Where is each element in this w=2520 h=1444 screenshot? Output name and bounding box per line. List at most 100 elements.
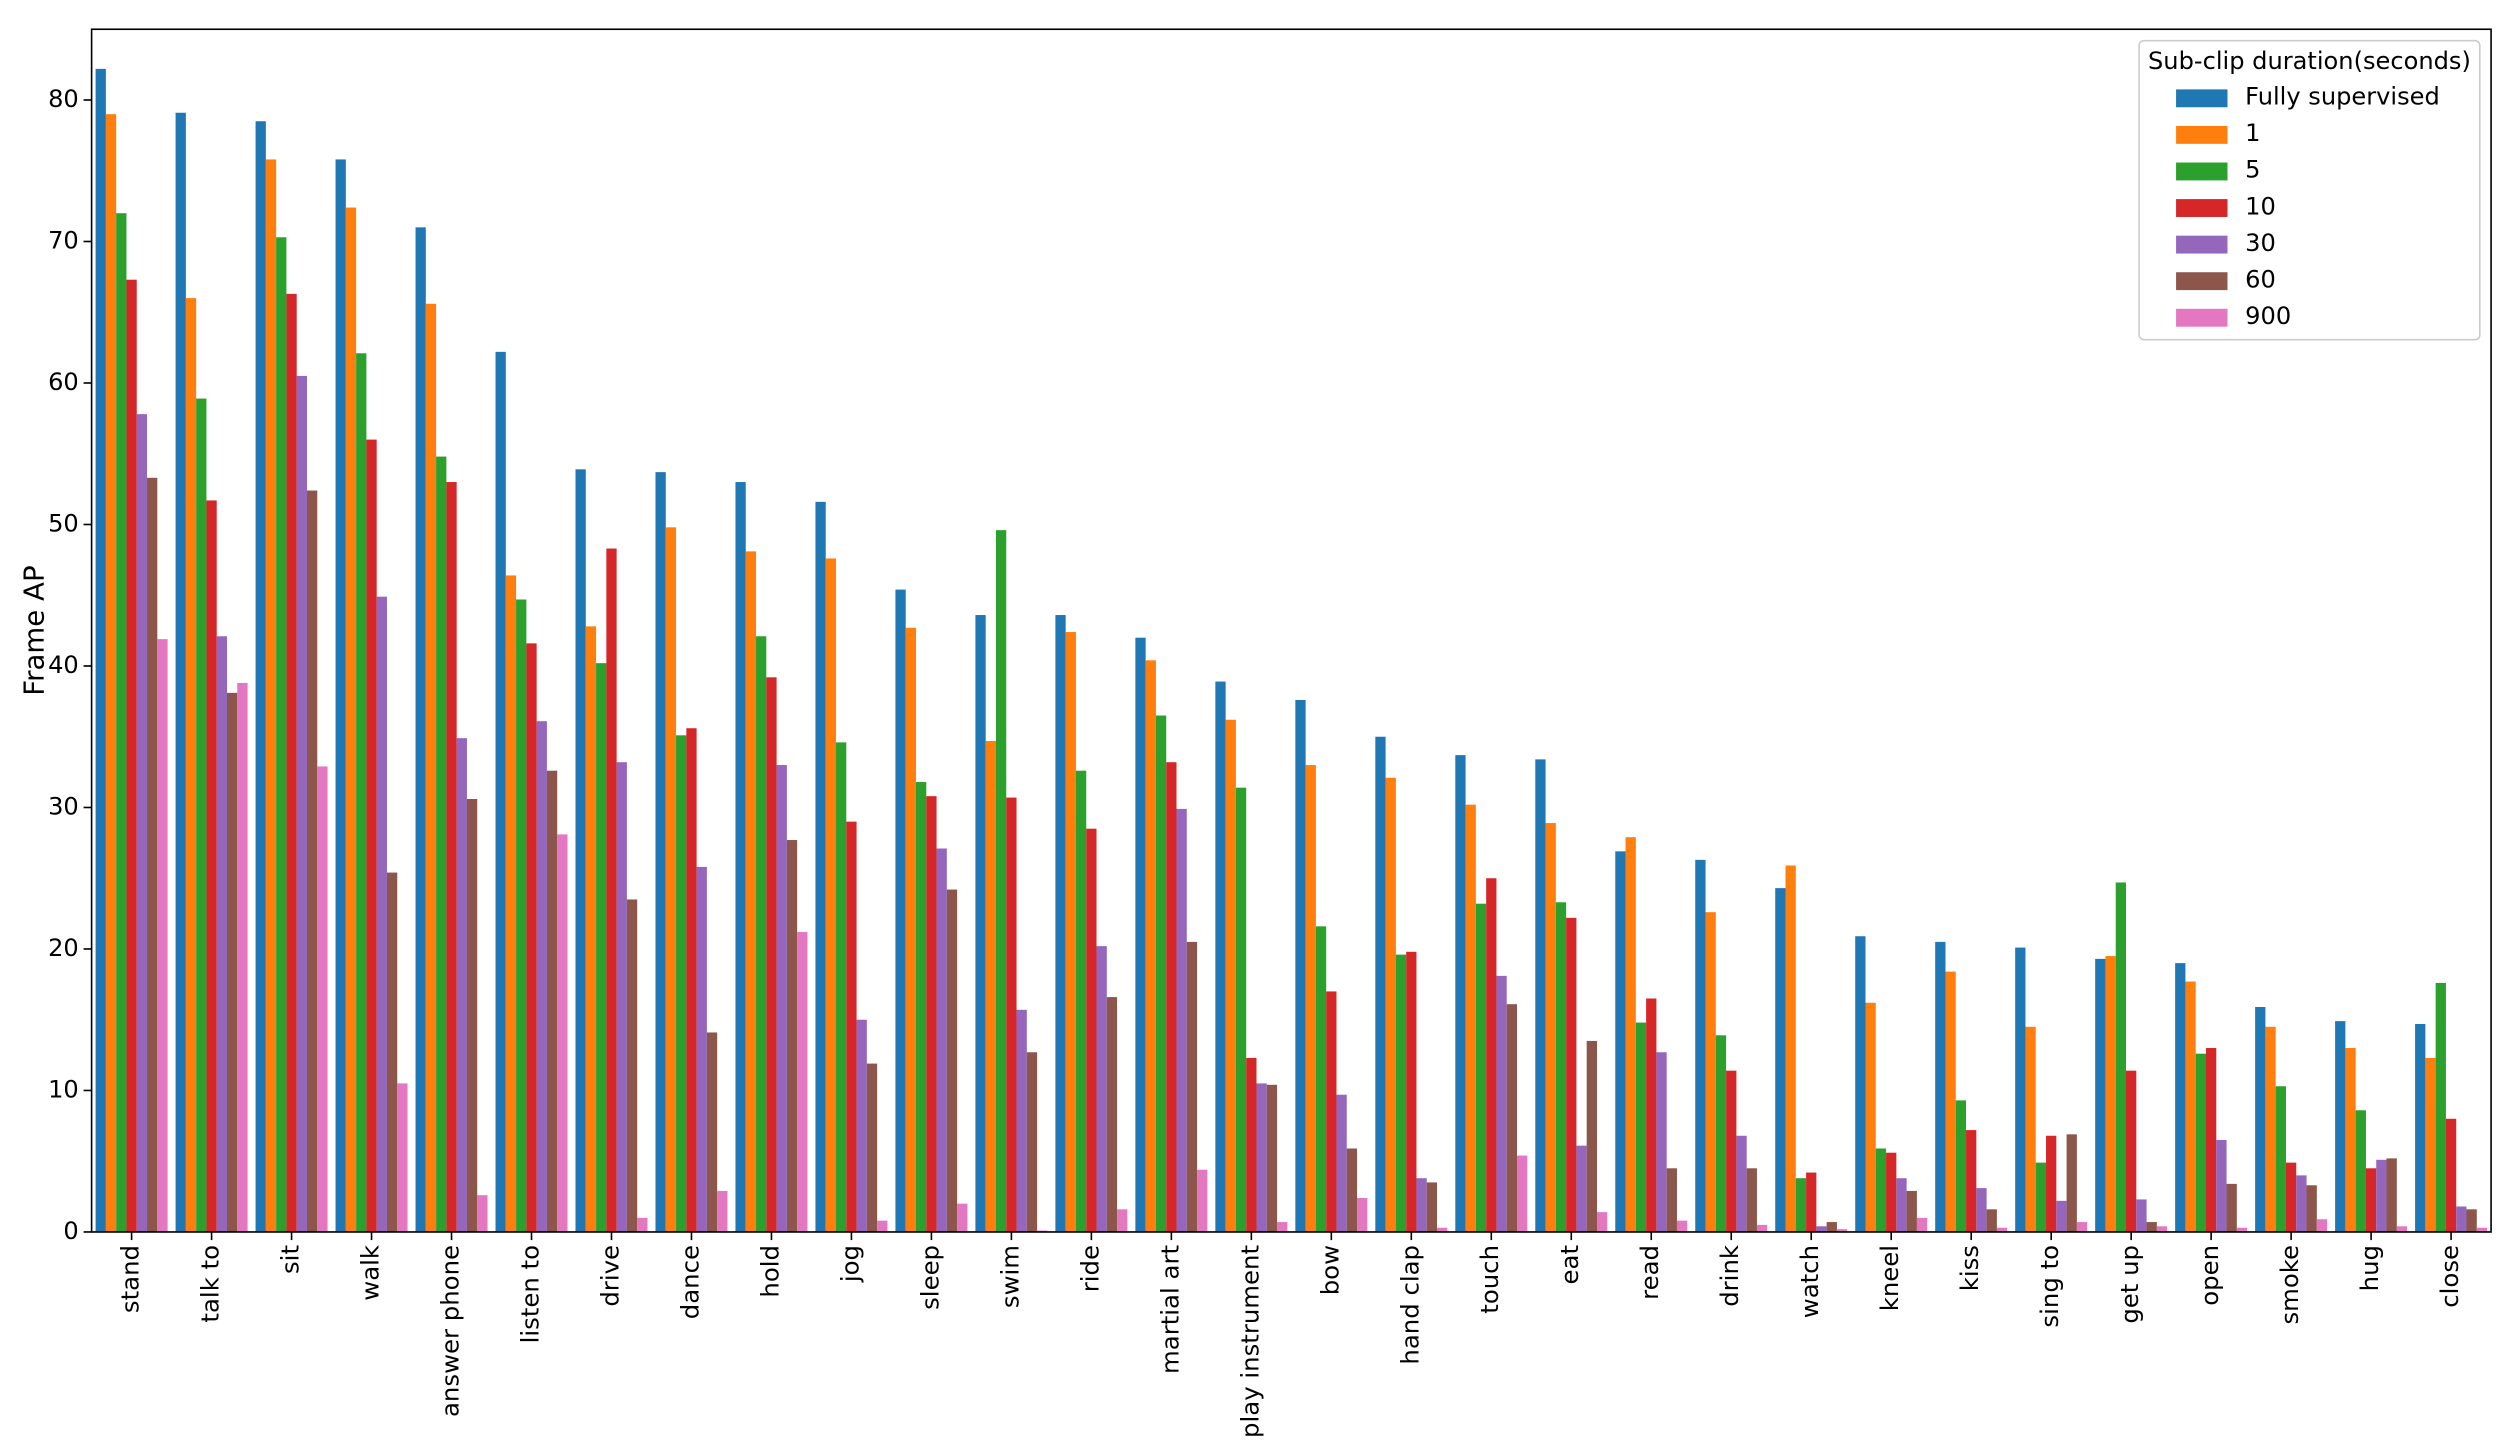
bar [1806, 1172, 1817, 1232]
legend-label: 5 [2245, 155, 2260, 184]
bar [1475, 903, 1487, 1232]
bar [1896, 1178, 1907, 1232]
bar [1086, 828, 1097, 1232]
bar [856, 1019, 867, 1232]
bar [2355, 1110, 2366, 1232]
x-tick-label: hand clap [1395, 1245, 1424, 1365]
bar [1075, 770, 1087, 1232]
bar [985, 740, 996, 1232]
bar [2476, 1227, 2488, 1232]
x-tick-label: hug [2355, 1245, 2384, 1291]
bar [2365, 1168, 2377, 1232]
bar [1586, 1040, 1597, 1232]
bar [477, 1195, 488, 1232]
bar [255, 121, 266, 1232]
bar [2236, 1227, 2248, 1232]
bar [1055, 615, 1066, 1232]
bar [1596, 1212, 1608, 1232]
bar [2136, 1199, 2147, 1232]
bar [126, 279, 137, 1232]
bar [1756, 1224, 1768, 1232]
bar [1145, 660, 1156, 1232]
bar [995, 530, 1007, 1232]
bar [1576, 1145, 1587, 1232]
bar [95, 68, 106, 1232]
x-tick-label: sleep [916, 1245, 945, 1310]
bar [2216, 1139, 2227, 1232]
bar [606, 548, 617, 1232]
bar [196, 398, 207, 1232]
x-tick-label: play instrument [1235, 1245, 1264, 1438]
bar [1486, 878, 1497, 1232]
bar [415, 227, 426, 1232]
bar [2285, 1162, 2297, 1232]
bar [2296, 1175, 2307, 1232]
bar [386, 872, 398, 1232]
y-tick-label: 60 [48, 367, 79, 396]
x-tick-label: close [2435, 1245, 2464, 1308]
bar [1916, 1217, 1928, 1232]
bar [2226, 1183, 2237, 1232]
bar [2185, 981, 2196, 1232]
bar [1357, 1198, 1368, 1232]
bar [1426, 1182, 1438, 1232]
bar [655, 472, 666, 1232]
x-tick-label: bow [1315, 1245, 1344, 1295]
bar [665, 527, 677, 1232]
x-tick-label: open [2195, 1245, 2224, 1306]
bar [175, 112, 186, 1232]
x-tick-label: hold [756, 1245, 785, 1298]
legend-swatch [2176, 125, 2228, 144]
x-tick-label: sing to [2035, 1245, 2064, 1328]
bar [895, 589, 906, 1232]
bar [1155, 715, 1167, 1232]
bar [1496, 975, 1507, 1232]
bar [306, 490, 318, 1232]
bar [1986, 1209, 1997, 1232]
legend-swatch [2176, 272, 2228, 291]
bar [1865, 1002, 1876, 1232]
bar [436, 456, 447, 1232]
bar [216, 636, 228, 1232]
bar [686, 728, 697, 1232]
bar [1535, 759, 1546, 1232]
bar [2376, 1159, 2387, 1232]
bar [2345, 1048, 2356, 1232]
bar [1935, 941, 1946, 1232]
x-tick-label: kiss [1955, 1245, 1984, 1291]
bar [2095, 958, 2106, 1232]
bar [596, 663, 607, 1232]
x-tick-label: swim [995, 1245, 1024, 1308]
bar [317, 766, 328, 1232]
bar [206, 500, 217, 1232]
bar [1186, 941, 1198, 1232]
bar [536, 721, 547, 1232]
bar [1886, 1152, 1897, 1232]
bar [616, 762, 627, 1232]
x-tick-label: kneel [1875, 1245, 1904, 1311]
bar [1336, 1094, 1347, 1232]
bar [2025, 1026, 2036, 1232]
bar [1437, 1227, 1448, 1232]
bar [1346, 1148, 1358, 1232]
bar [815, 501, 826, 1232]
bar [1375, 736, 1386, 1232]
bar [1135, 637, 1146, 1232]
bar [735, 482, 746, 1232]
bar [505, 575, 517, 1232]
bar [546, 770, 558, 1232]
bar [756, 636, 767, 1232]
bar [1016, 1009, 1027, 1232]
x-tick-label: drink [1715, 1245, 1744, 1307]
bar [2205, 1048, 2217, 1232]
x-tick-label: talk to [196, 1245, 225, 1323]
bar [1635, 1022, 1647, 1232]
bar [446, 482, 457, 1232]
bar [717, 1190, 728, 1232]
bar [1295, 699, 1306, 1232]
x-tick-label: sit [276, 1245, 305, 1274]
bar [575, 469, 586, 1232]
legend-swatch [2176, 89, 2228, 108]
y-axis-label: Frame AP [19, 565, 50, 695]
